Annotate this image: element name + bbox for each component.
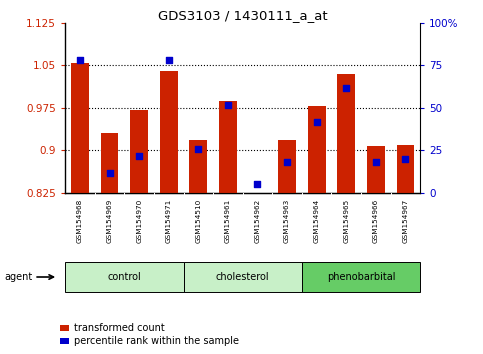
Bar [65, 262, 184, 292]
Point [342, 85, 350, 90]
Text: GSM154971: GSM154971 [166, 199, 172, 243]
Text: GSM154963: GSM154963 [284, 199, 290, 243]
Bar [160, 71, 178, 193]
Bar [219, 101, 237, 193]
Bar [71, 63, 89, 193]
Text: agent: agent [5, 272, 33, 282]
Point [195, 146, 202, 152]
Text: GSM154970: GSM154970 [136, 199, 142, 243]
Point [106, 170, 114, 175]
Text: phenobarbital: phenobarbital [327, 272, 395, 282]
Text: GSM154967: GSM154967 [402, 199, 409, 243]
Point [283, 160, 291, 165]
Text: GSM154969: GSM154969 [107, 199, 113, 243]
Point [135, 153, 143, 158]
Bar [337, 74, 355, 193]
Title: GDS3103 / 1430111_a_at: GDS3103 / 1430111_a_at [158, 9, 327, 22]
Bar [101, 133, 118, 193]
Bar [367, 146, 384, 193]
Bar [302, 262, 420, 292]
Bar [397, 145, 414, 193]
Text: cholesterol: cholesterol [216, 272, 270, 282]
Point [254, 182, 261, 187]
Text: GSM154964: GSM154964 [313, 199, 320, 243]
Bar [184, 262, 302, 292]
Text: GSM154962: GSM154962 [255, 199, 260, 243]
Text: GSM154968: GSM154968 [77, 199, 83, 243]
Bar [278, 140, 296, 193]
Bar [308, 106, 326, 193]
Point [224, 102, 232, 107]
Text: GSM154961: GSM154961 [225, 199, 231, 243]
Point [401, 156, 409, 162]
Bar [130, 110, 148, 193]
Point [165, 58, 172, 63]
Text: GSM154965: GSM154965 [343, 199, 349, 243]
Bar [189, 140, 207, 193]
Point [76, 58, 84, 63]
Point [313, 119, 321, 124]
Point [372, 160, 380, 165]
Text: control: control [108, 272, 141, 282]
Legend: transformed count, percentile rank within the sample: transformed count, percentile rank withi… [60, 324, 239, 346]
Text: GSM154966: GSM154966 [373, 199, 379, 243]
Text: GSM154510: GSM154510 [195, 199, 201, 243]
